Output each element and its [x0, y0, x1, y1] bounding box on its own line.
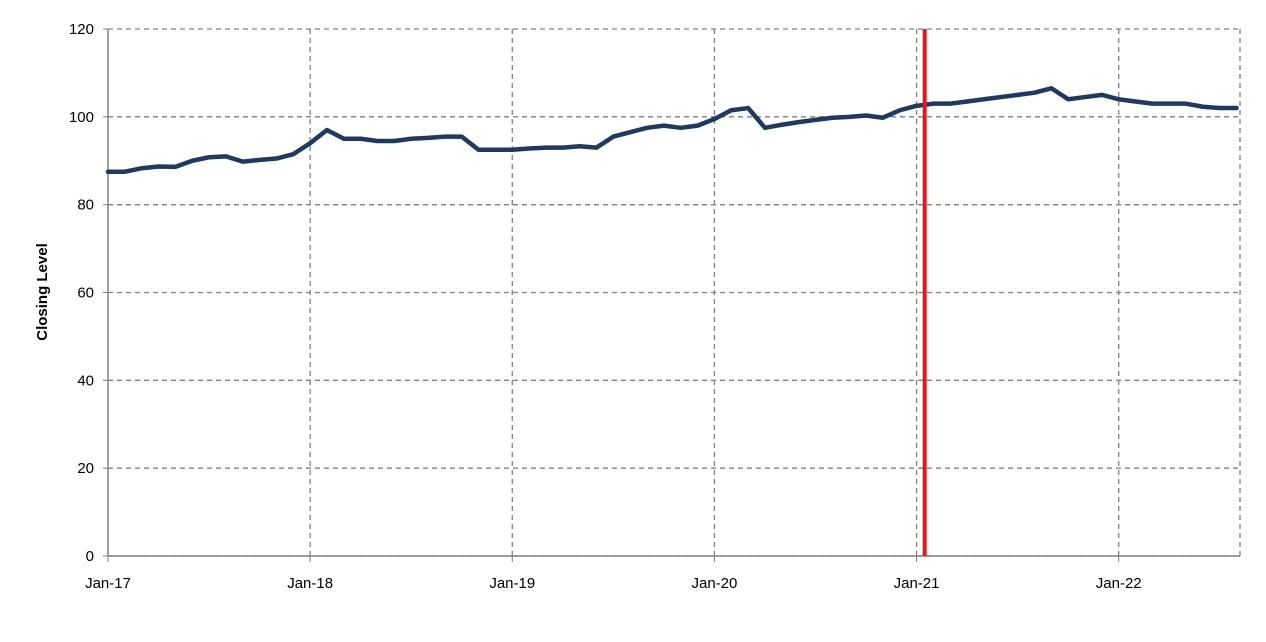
x-tick-label: Jan-22 — [1096, 575, 1142, 592]
x-tick-label: Jan-18 — [287, 575, 333, 592]
series-line — [105, 86, 1239, 174]
y-tick-label: 60 — [77, 285, 94, 302]
x-tick-label: Jan-21 — [894, 575, 940, 592]
y-tick-label: 120 — [69, 21, 94, 38]
y-tick-label: 20 — [77, 460, 94, 477]
x-tick-label: Jan-17 — [85, 575, 131, 592]
y-tick-label: 80 — [77, 197, 94, 214]
y-axis-label: Closing Level — [34, 243, 51, 341]
x-tick-label: Jan-20 — [691, 575, 737, 592]
y-tick-label: 40 — [77, 372, 94, 389]
y-tick-label: 100 — [69, 109, 94, 126]
x-tick-label: Jan-19 — [489, 575, 535, 592]
y-tick-label: 0 — [86, 548, 94, 565]
